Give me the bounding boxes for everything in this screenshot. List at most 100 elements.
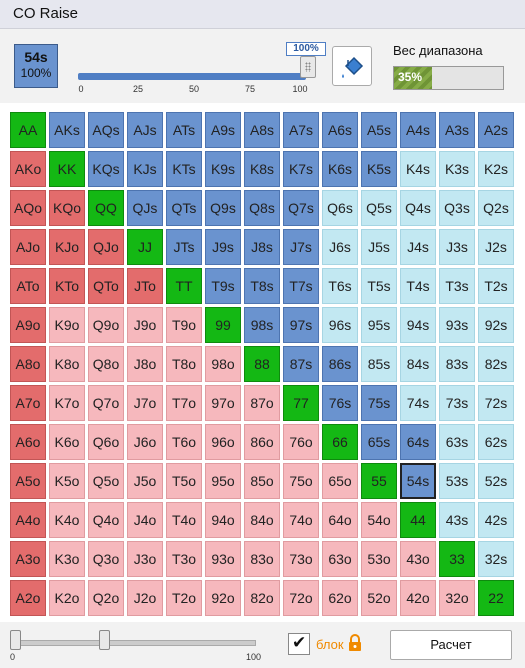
hand-cell-Q5s[interactable]: Q5s (361, 190, 397, 226)
hand-cell-K9s[interactable]: K9s (205, 151, 241, 187)
hand-cell-QTo[interactable]: QTo (88, 268, 124, 304)
hand-cell-J2s[interactable]: J2s (478, 229, 514, 265)
hand-cell-K6o[interactable]: K6o (49, 424, 85, 460)
hand-cell-66[interactable]: 66 (322, 424, 358, 460)
hand-cell-Q4o[interactable]: Q4o (88, 502, 124, 538)
hand-cell-TT[interactable]: TT (166, 268, 202, 304)
hand-cell-97s[interactable]: 97s (283, 307, 319, 343)
hand-cell-ATo[interactable]: ATo (10, 268, 46, 304)
hand-cell-J5o[interactable]: J5o (127, 463, 163, 499)
fill-button[interactable] (332, 46, 372, 86)
hand-cell-QJs[interactable]: QJs (127, 190, 163, 226)
hand-cell-A8s[interactable]: A8s (244, 112, 280, 148)
hand-cell-J6s[interactable]: J6s (322, 229, 358, 265)
hand-cell-54o[interactable]: 54o (361, 502, 397, 538)
hand-cell-T7s[interactable]: T7s (283, 268, 319, 304)
hand-cell-95o[interactable]: 95o (205, 463, 241, 499)
hand-cell-T8s[interactable]: T8s (244, 268, 280, 304)
hand-cell-Q3o[interactable]: Q3o (88, 541, 124, 577)
hand-cell-86s[interactable]: 86s (322, 346, 358, 382)
hand-cell-Q8o[interactable]: Q8o (88, 346, 124, 382)
hand-cell-J7o[interactable]: J7o (127, 385, 163, 421)
hand-cell-J2o[interactable]: J2o (127, 580, 163, 616)
hand-cell-53o[interactable]: 53o (361, 541, 397, 577)
hand-cell-J3s[interactable]: J3s (439, 229, 475, 265)
hand-cell-Q7o[interactable]: Q7o (88, 385, 124, 421)
hand-cell-72o[interactable]: 72o (283, 580, 319, 616)
hand-cell-A5o[interactable]: A5o (10, 463, 46, 499)
hand-cell-K4o[interactable]: K4o (49, 502, 85, 538)
hand-cell-JTo[interactable]: JTo (127, 268, 163, 304)
hand-cell-99[interactable]: 99 (205, 307, 241, 343)
hand-cell-KK[interactable]: KK (49, 151, 85, 187)
hand-cell-K2o[interactable]: K2o (49, 580, 85, 616)
hand-cell-K9o[interactable]: K9o (49, 307, 85, 343)
hand-cell-85s[interactable]: 85s (361, 346, 397, 382)
hand-cell-84s[interactable]: 84s (400, 346, 436, 382)
hand-cell-T4s[interactable]: T4s (400, 268, 436, 304)
hand-cell-53s[interactable]: 53s (439, 463, 475, 499)
hand-cell-97o[interactable]: 97o (205, 385, 241, 421)
hand-cell-Q9o[interactable]: Q9o (88, 307, 124, 343)
hand-cell-A5s[interactable]: A5s (361, 112, 397, 148)
hand-cell-A2s[interactable]: A2s (478, 112, 514, 148)
hand-cell-55[interactable]: 55 (361, 463, 397, 499)
hand-cell-A9o[interactable]: A9o (10, 307, 46, 343)
hand-cell-52o[interactable]: 52o (361, 580, 397, 616)
hand-cell-J5s[interactable]: J5s (361, 229, 397, 265)
hand-cell-KTs[interactable]: KTs (166, 151, 202, 187)
hand-cell-93o[interactable]: 93o (205, 541, 241, 577)
hand-cell-J4o[interactable]: J4o (127, 502, 163, 538)
hand-cell-J9s[interactable]: J9s (205, 229, 241, 265)
hand-cell-KQo[interactable]: KQo (49, 190, 85, 226)
bottom-slider-max-handle[interactable] (99, 630, 110, 650)
hand-cell-62s[interactable]: 62s (478, 424, 514, 460)
hand-cell-A7s[interactable]: A7s (283, 112, 319, 148)
hand-cell-AQo[interactable]: AQo (10, 190, 46, 226)
hand-cell-74o[interactable]: 74o (283, 502, 319, 538)
hand-cell-J4s[interactable]: J4s (400, 229, 436, 265)
hand-cell-K7s[interactable]: K7s (283, 151, 319, 187)
hand-cell-72s[interactable]: 72s (478, 385, 514, 421)
hand-cell-64s[interactable]: 64s (400, 424, 436, 460)
hand-cell-32o[interactable]: 32o (439, 580, 475, 616)
lock-checkbox[interactable]: ✔ (288, 633, 310, 655)
hand-cell-73s[interactable]: 73s (439, 385, 475, 421)
hand-cell-95s[interactable]: 95s (361, 307, 397, 343)
hand-cell-AQs[interactable]: AQs (88, 112, 124, 148)
hand-cell-JJ[interactable]: JJ (127, 229, 163, 265)
hand-cell-A6o[interactable]: A6o (10, 424, 46, 460)
hand-cell-J9o[interactable]: J9o (127, 307, 163, 343)
hand-cell-87o[interactable]: 87o (244, 385, 280, 421)
hand-cell-T9s[interactable]: T9s (205, 268, 241, 304)
hand-cell-AJs[interactable]: AJs (127, 112, 163, 148)
frequency-slider[interactable] (78, 73, 306, 80)
hand-cell-98o[interactable]: 98o (205, 346, 241, 382)
hand-cell-88[interactable]: 88 (244, 346, 280, 382)
hand-cell-Q4s[interactable]: Q4s (400, 190, 436, 226)
hand-cell-43s[interactable]: 43s (439, 502, 475, 538)
hand-cell-A7o[interactable]: A7o (10, 385, 46, 421)
hand-cell-22[interactable]: 22 (478, 580, 514, 616)
hand-cell-Q9s[interactable]: Q9s (205, 190, 241, 226)
hand-cell-A3o[interactable]: A3o (10, 541, 46, 577)
bottom-slider-min-handle[interactable] (10, 630, 21, 650)
hand-cell-63o[interactable]: 63o (322, 541, 358, 577)
hand-cell-Q8s[interactable]: Q8s (244, 190, 280, 226)
hand-cell-J7s[interactable]: J7s (283, 229, 319, 265)
hand-cell-64o[interactable]: 64o (322, 502, 358, 538)
hand-cell-K7o[interactable]: K7o (49, 385, 85, 421)
hand-cell-A6s[interactable]: A6s (322, 112, 358, 148)
hand-cell-K8s[interactable]: K8s (244, 151, 280, 187)
hand-cell-KJo[interactable]: KJo (49, 229, 85, 265)
hand-cell-42s[interactable]: 42s (478, 502, 514, 538)
hand-cell-77[interactable]: 77 (283, 385, 319, 421)
hand-cell-QJo[interactable]: QJo (88, 229, 124, 265)
hand-cell-K8o[interactable]: K8o (49, 346, 85, 382)
hand-cell-82s[interactable]: 82s (478, 346, 514, 382)
hand-cell-96o[interactable]: 96o (205, 424, 241, 460)
hand-cell-K5o[interactable]: K5o (49, 463, 85, 499)
hand-cell-83o[interactable]: 83o (244, 541, 280, 577)
hand-cell-J8s[interactable]: J8s (244, 229, 280, 265)
hand-cell-82o[interactable]: 82o (244, 580, 280, 616)
